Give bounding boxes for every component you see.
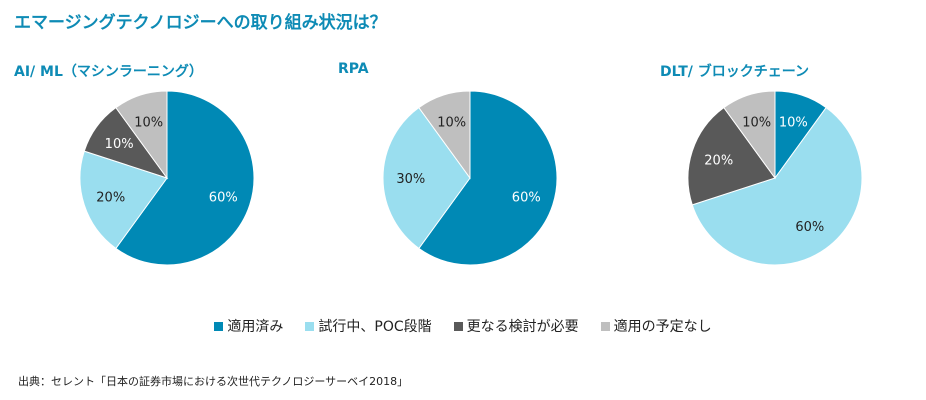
legend-swatch (453, 321, 463, 331)
data-label: 20% (704, 154, 733, 169)
pie-title-rpa: RPA (338, 61, 369, 77)
legend-label: 適用済み (227, 319, 284, 335)
legend-label: 更なる検討が必要 (466, 319, 579, 335)
legend-swatch (600, 321, 610, 331)
pie-slice-applied (418, 90, 558, 266)
page-title: エマージングテクノロジーへの取り組み状況は？ (14, 13, 387, 33)
legend-label: 試行中、POC段階 (318, 319, 432, 335)
data-label: 10% (437, 116, 466, 131)
legend-item-no-plan: 適用の予定なし (600, 316, 712, 336)
pie-slice-no-plan (418, 90, 471, 180)
data-label: 20% (96, 190, 125, 205)
pie-slice-considering (687, 106, 776, 206)
data-label: 10% (134, 116, 163, 131)
pie-slice-trial (382, 106, 471, 250)
data-label: 60% (512, 190, 541, 205)
pie-slice-no-plan (115, 90, 168, 180)
pie-slice-applied (115, 90, 255, 266)
legend-item-considering: 更なる検討が必要 (453, 316, 579, 336)
data-label: 60% (795, 220, 824, 235)
legend-item-applied: 適用済み (214, 316, 283, 336)
pie-title-dlt: DLT/ ブロックチェーン (660, 64, 810, 80)
data-label: 10% (779, 116, 808, 131)
data-label: 10% (105, 137, 134, 152)
legend: 適用済み 試行中、POC段階 更なる検討が必要 適用の予定なし (0, 316, 926, 336)
pie-charts: 60%20%10%10%60%30%10% 10%60%20%10% (79, 90, 863, 266)
pie-slice-trial (79, 150, 168, 250)
legend-swatch (214, 321, 224, 331)
pie-slice-no-plan (723, 90, 776, 180)
pie-slice-trial (691, 106, 863, 266)
legend-swatch (305, 321, 315, 331)
data-label: 60% (209, 190, 238, 205)
source-note: 出典：セレント「日本の証券市場における次世代テクノロジーサーベイ2018」 (18, 375, 409, 388)
data-label: 10% (742, 116, 771, 131)
data-label: 30% (396, 172, 425, 187)
legend-item-trial: 試行中、POC段階 (305, 316, 432, 336)
legend-label: 適用の予定なし (613, 319, 712, 335)
pie-title-ai-ml: AI/ ML（マシンラーニング） (14, 64, 203, 80)
